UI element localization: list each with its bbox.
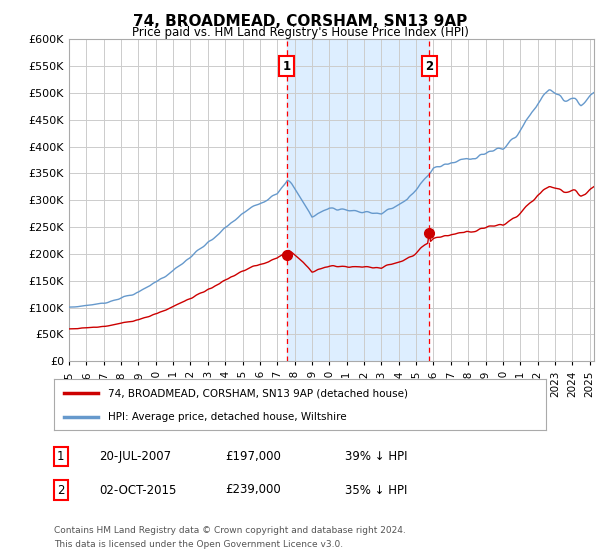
- Text: 1: 1: [57, 450, 65, 463]
- Text: 02-OCT-2015: 02-OCT-2015: [99, 483, 176, 497]
- Bar: [287, 39, 429, 361]
- Text: HPI: Average price, detached house, Wiltshire: HPI: Average price, detached house, Wilt…: [108, 412, 347, 422]
- Text: 20-JUL-2007: 20-JUL-2007: [99, 450, 171, 463]
- Text: £239,000: £239,000: [225, 483, 281, 497]
- Text: 2: 2: [57, 483, 65, 497]
- Text: 74, BROADMEAD, CORSHAM, SN13 9AP (detached house): 74, BROADMEAD, CORSHAM, SN13 9AP (detach…: [108, 388, 408, 398]
- Text: 39% ↓ HPI: 39% ↓ HPI: [345, 450, 407, 463]
- Text: 35% ↓ HPI: 35% ↓ HPI: [345, 483, 407, 497]
- Text: This data is licensed under the Open Government Licence v3.0.: This data is licensed under the Open Gov…: [54, 540, 343, 549]
- Text: 2: 2: [425, 59, 433, 73]
- Text: £197,000: £197,000: [225, 450, 281, 463]
- Text: Contains HM Land Registry data © Crown copyright and database right 2024.: Contains HM Land Registry data © Crown c…: [54, 526, 406, 535]
- Text: 1: 1: [283, 59, 291, 73]
- Text: 74, BROADMEAD, CORSHAM, SN13 9AP: 74, BROADMEAD, CORSHAM, SN13 9AP: [133, 14, 467, 29]
- Text: Price paid vs. HM Land Registry's House Price Index (HPI): Price paid vs. HM Land Registry's House …: [131, 26, 469, 39]
